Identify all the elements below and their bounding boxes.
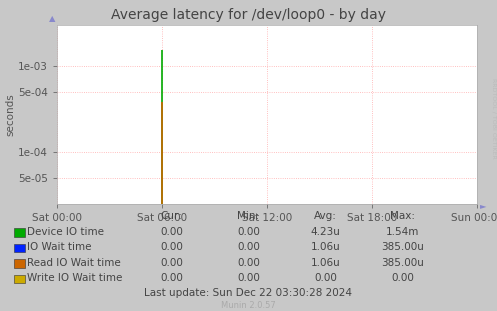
Text: Read IO Wait time: Read IO Wait time: [27, 258, 121, 268]
Text: 1.06u: 1.06u: [311, 258, 340, 268]
Text: IO Wait time: IO Wait time: [27, 242, 92, 252]
Text: 0.00: 0.00: [160, 273, 183, 283]
Text: Max:: Max:: [390, 211, 415, 221]
Text: Min:: Min:: [238, 211, 259, 221]
Text: RRDTOOL / TOBI OETIKER: RRDTOOL / TOBI OETIKER: [491, 78, 496, 159]
Text: 0.00: 0.00: [237, 258, 260, 268]
Text: 0.00: 0.00: [237, 242, 260, 252]
Text: 0.00: 0.00: [160, 227, 183, 237]
Text: Last update: Sun Dec 22 03:30:28 2024: Last update: Sun Dec 22 03:30:28 2024: [145, 288, 352, 298]
Text: 0.00: 0.00: [160, 258, 183, 268]
Text: ►: ►: [480, 201, 486, 210]
Text: 385.00u: 385.00u: [381, 258, 424, 268]
Text: 0.00: 0.00: [314, 273, 337, 283]
Text: 0.00: 0.00: [237, 227, 260, 237]
Text: 0.00: 0.00: [391, 273, 414, 283]
Text: Cur:: Cur:: [161, 211, 182, 221]
Y-axis label: seconds: seconds: [5, 93, 15, 136]
Text: ▲: ▲: [49, 14, 56, 23]
Text: 0.00: 0.00: [160, 242, 183, 252]
Text: Write IO Wait time: Write IO Wait time: [27, 273, 123, 283]
Text: Average latency for /dev/loop0 - by day: Average latency for /dev/loop0 - by day: [111, 8, 386, 22]
Text: 0.00: 0.00: [237, 273, 260, 283]
Text: 4.23u: 4.23u: [311, 227, 340, 237]
Text: Device IO time: Device IO time: [27, 227, 104, 237]
Text: 1.54m: 1.54m: [386, 227, 419, 237]
Text: Munin 2.0.57: Munin 2.0.57: [221, 301, 276, 310]
Text: Avg:: Avg:: [314, 211, 337, 221]
Text: 1.06u: 1.06u: [311, 242, 340, 252]
Text: 385.00u: 385.00u: [381, 242, 424, 252]
